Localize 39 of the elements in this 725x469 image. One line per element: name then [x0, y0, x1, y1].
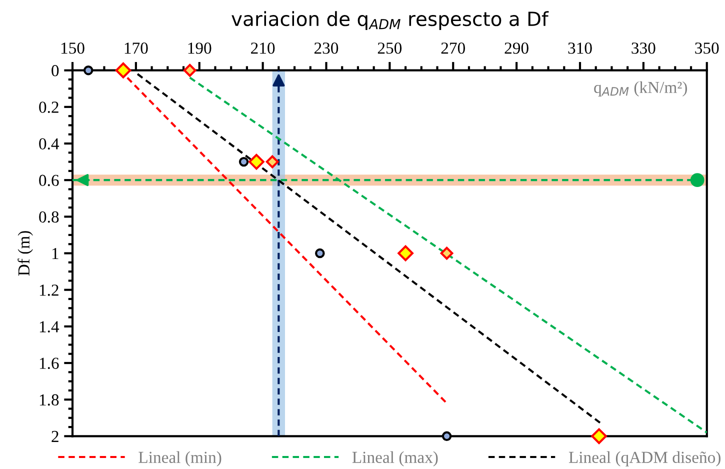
y-axis-title: Df (m)	[18, 231, 33, 276]
y-tick-label: 0.4	[39, 138, 60, 150]
point	[183, 64, 196, 77]
legend-label: Lineal (max)	[352, 451, 438, 466]
x-tick-label: 170	[124, 42, 148, 54]
y-tick-label: 1.8	[40, 394, 59, 406]
y-tick-label: 1.2	[40, 284, 58, 296]
y-tick-label: 1.6	[40, 358, 59, 370]
x-tick-label: 290	[504, 42, 528, 54]
point	[238, 156, 249, 167]
x-tick-label: 230	[314, 42, 338, 54]
x-tick-label: 330	[632, 42, 656, 54]
point	[83, 65, 94, 76]
y-tick-label: 0.6	[39, 174, 59, 186]
y-tick-label: 1.4	[40, 321, 60, 332]
point	[248, 154, 264, 170]
y-tick-label: 1	[52, 248, 58, 260]
y-tick-label: 0.8	[39, 211, 59, 223]
point	[398, 245, 414, 262]
chart-title: variacion de q$_{ADM}$ respescto a Df	[232, 11, 549, 30]
point	[315, 248, 325, 258]
x-tick-label: 190	[188, 42, 212, 54]
x-tick-label: 150	[61, 42, 84, 54]
point	[266, 155, 279, 168]
point	[440, 246, 454, 260]
legend-label: Lineal (min)	[138, 451, 222, 466]
x-tick-label: 250	[378, 42, 402, 54]
y-tick-label: 0.2	[39, 102, 58, 113]
y-tick-label: 2	[52, 430, 58, 442]
y-tick-label: 0	[52, 65, 59, 76]
x-tick-label: 270	[441, 42, 465, 54]
x-tick-label: 350	[695, 42, 719, 54]
legend-label: Lineal (qADM diseño)	[568, 451, 720, 466]
x-tick-label: 310	[568, 42, 592, 54]
point	[591, 428, 607, 444]
x-axis-title: q$_{ADM}$ (kN/m²)	[594, 81, 687, 96]
point	[442, 431, 452, 442]
point	[115, 62, 132, 78]
x-tick-label: 210	[251, 42, 275, 54]
